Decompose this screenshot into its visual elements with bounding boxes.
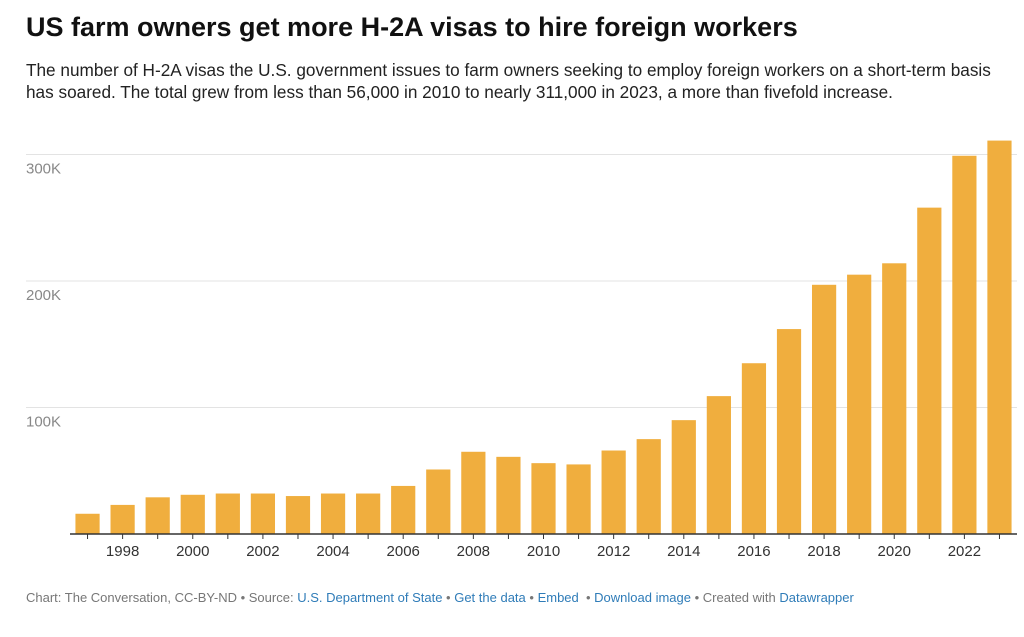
bar bbox=[496, 456, 521, 534]
bar bbox=[952, 155, 977, 534]
bars bbox=[75, 140, 1012, 534]
x-tick-label: 2012 bbox=[597, 543, 630, 560]
x-tick-label: 2014 bbox=[667, 543, 700, 560]
get-data-link[interactable]: Get the data bbox=[454, 590, 526, 605]
chart-footer: Chart: The Conversation, CC-BY-ND • Sour… bbox=[26, 590, 854, 605]
footer-created-with: Created with bbox=[702, 590, 776, 605]
y-tick-label: 200K bbox=[26, 287, 61, 304]
bar bbox=[320, 493, 346, 534]
datawrapper-link[interactable]: Datawrapper bbox=[779, 590, 854, 605]
bar bbox=[531, 463, 556, 534]
x-axis bbox=[70, 533, 1017, 539]
x-tick-label: 2000 bbox=[176, 543, 209, 560]
x-tick-label: 1998 bbox=[106, 543, 139, 560]
bar bbox=[145, 497, 170, 534]
chart-subtitle: The number of H-2A visas the U.S. govern… bbox=[26, 60, 991, 102]
x-tick-label: 2018 bbox=[807, 543, 840, 560]
bar bbox=[110, 504, 135, 534]
bar bbox=[917, 207, 942, 534]
embed-link[interactable]: Embed bbox=[537, 590, 579, 605]
x-tick-label: 2002 bbox=[246, 543, 279, 560]
x-tick-label: 2010 bbox=[527, 543, 560, 560]
bar bbox=[741, 363, 767, 534]
x-tick-label: 2022 bbox=[948, 543, 981, 560]
x-tick-label: 2020 bbox=[878, 543, 911, 560]
bar bbox=[566, 464, 591, 534]
bar bbox=[776, 329, 802, 534]
y-tick-label: 100K bbox=[26, 414, 61, 431]
tick-labels: 100K 200K 300K 1998 2000 2002 2004 2006 2008 2010… bbox=[26, 161, 981, 561]
bar bbox=[706, 396, 731, 534]
x-tick-label: 2008 bbox=[457, 543, 490, 560]
bar bbox=[391, 485, 416, 534]
bar bbox=[180, 494, 205, 534]
bar bbox=[847, 274, 872, 534]
source-link[interactable]: U.S. Department of State bbox=[297, 590, 443, 605]
y-tick-label: 300K bbox=[26, 161, 61, 178]
bar bbox=[250, 493, 276, 534]
bar bbox=[987, 140, 1012, 534]
bar bbox=[601, 450, 626, 534]
bar bbox=[811, 284, 837, 534]
chart-title: US farm owners get more H-2A visas to hi… bbox=[26, 12, 798, 42]
x-tick-label: 2016 bbox=[737, 543, 770, 560]
download-image-link[interactable]: Download image bbox=[594, 590, 691, 605]
bar bbox=[356, 493, 381, 534]
footer-source-label: Source: bbox=[248, 590, 294, 605]
bar bbox=[215, 493, 240, 534]
bar bbox=[461, 451, 486, 534]
bar bbox=[285, 496, 311, 534]
bar bbox=[671, 420, 696, 534]
x-tick-label: 2006 bbox=[387, 543, 420, 560]
footer-credit: Chart: The Conversation, CC-BY-ND bbox=[26, 590, 237, 605]
bar bbox=[75, 513, 100, 534]
x-tick-label: 2004 bbox=[316, 543, 349, 560]
bar bbox=[636, 439, 661, 534]
bar-chart: 100K 200K 300K 1998 2000 2002 2004 2006 2008 2010… bbox=[26, 140, 1017, 561]
bar bbox=[882, 263, 907, 534]
bar bbox=[426, 469, 451, 534]
